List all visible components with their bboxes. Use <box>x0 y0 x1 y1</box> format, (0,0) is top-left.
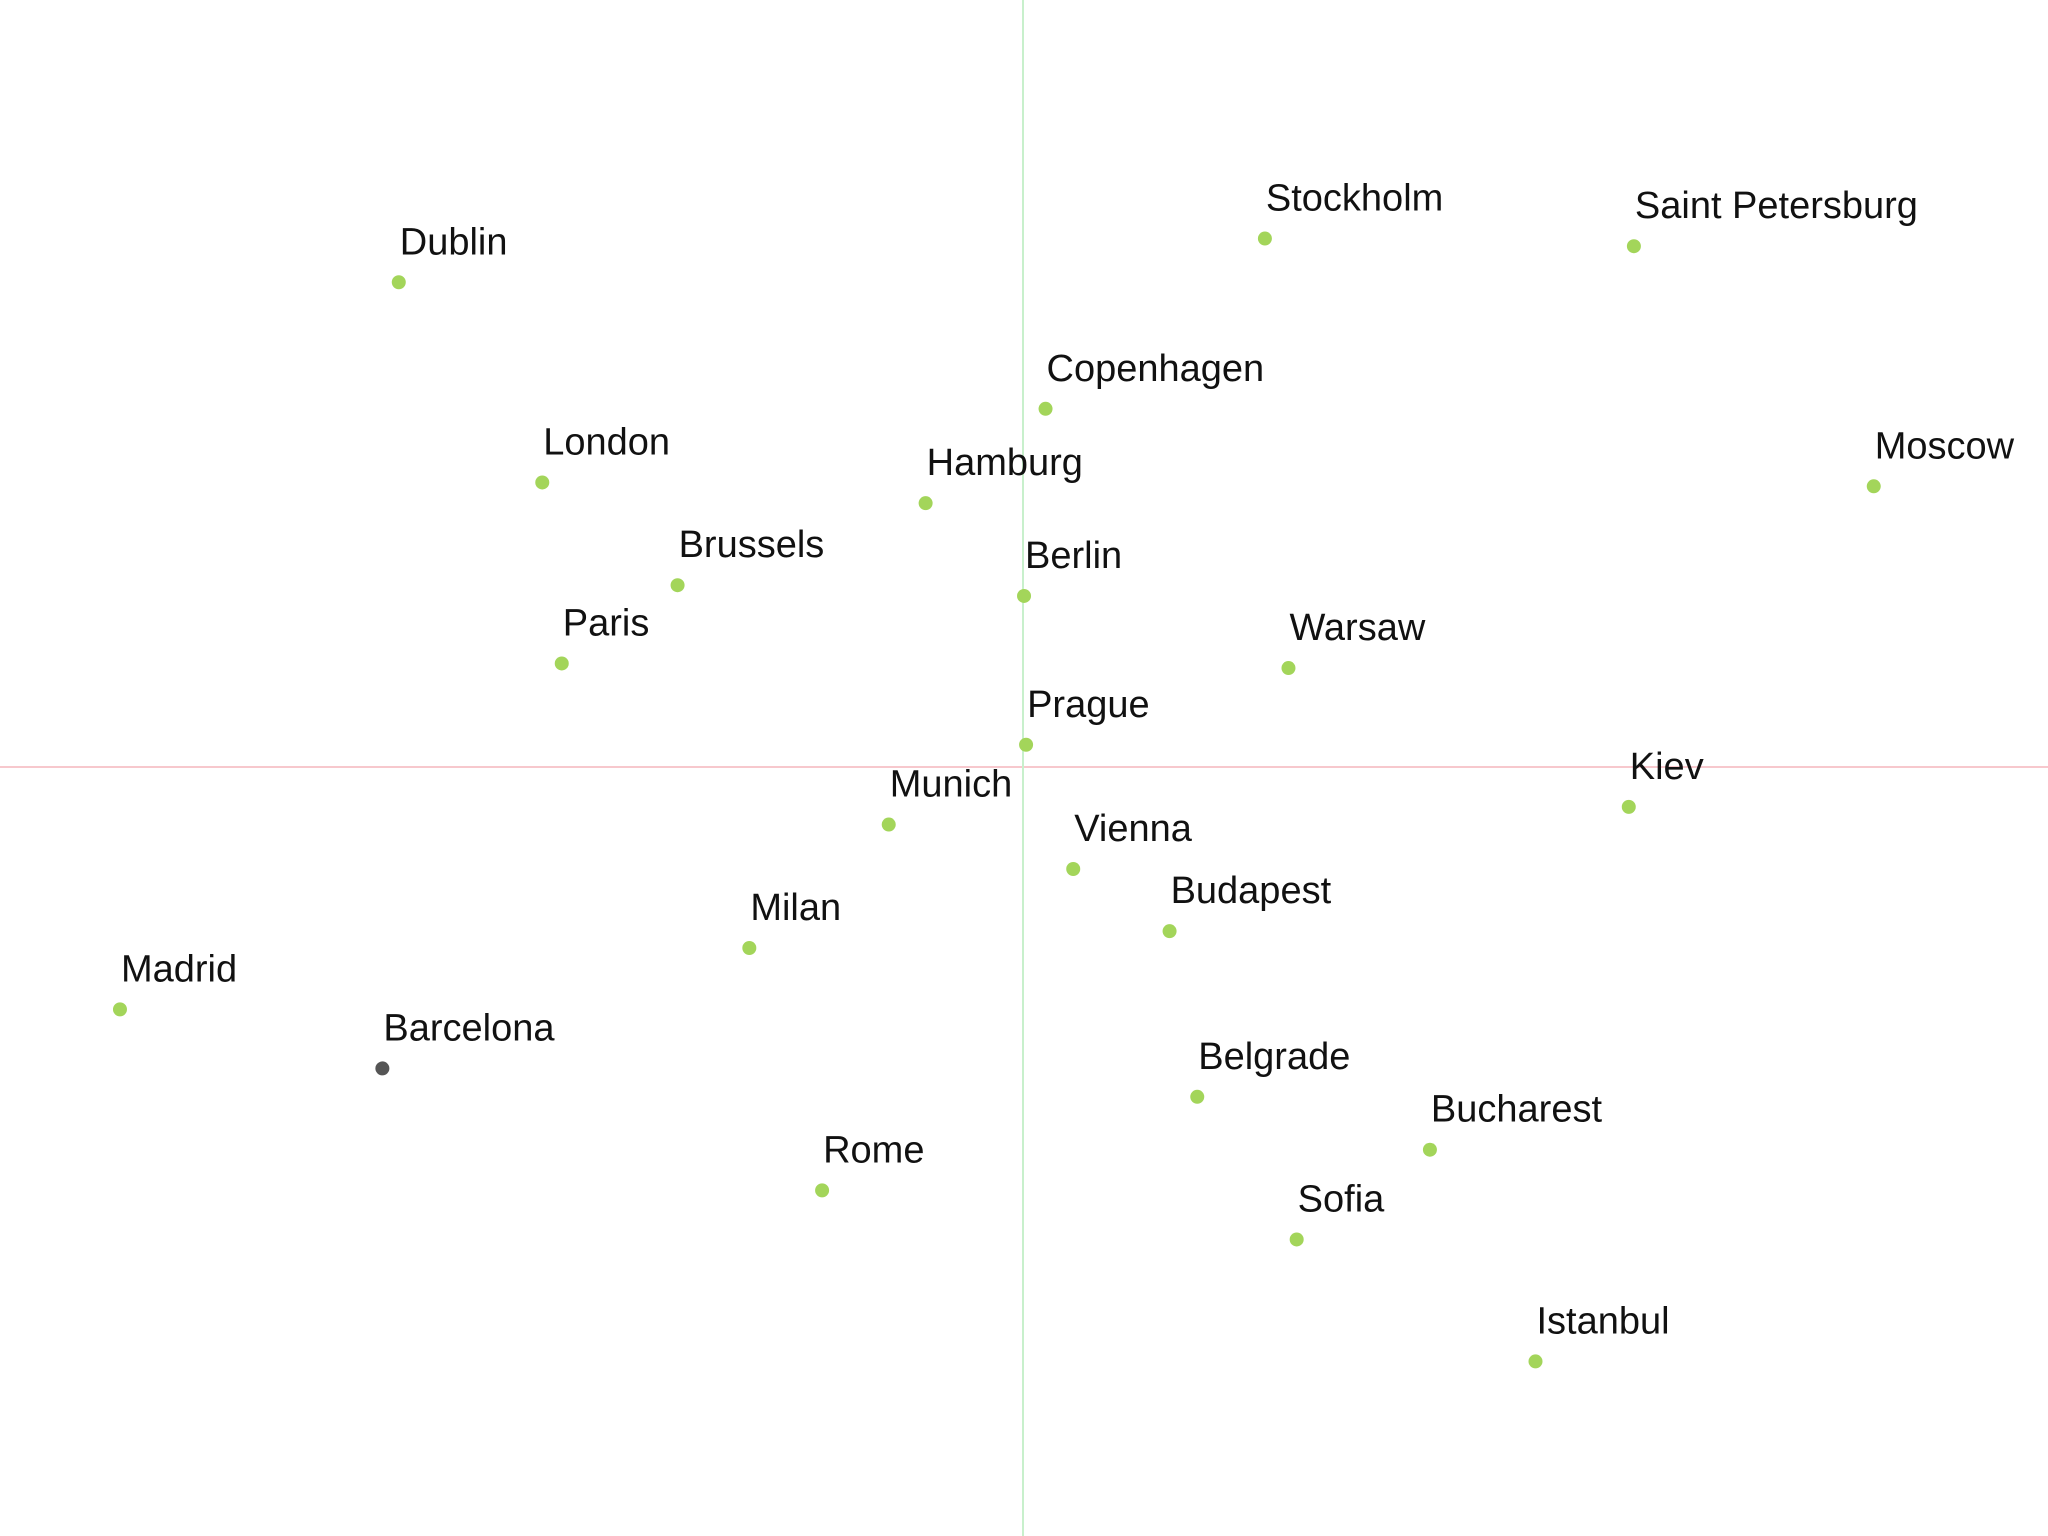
label-prague: Prague <box>1027 684 1150 726</box>
points-layer <box>112 231 1881 1369</box>
label-berlin: Berlin <box>1025 535 1122 577</box>
label-warsaw: Warsaw <box>1289 607 1425 649</box>
label-copenhagen: Copenhagen <box>1047 348 1265 390</box>
point-sofia <box>1289 1232 1304 1247</box>
label-dublin: Dublin <box>400 221 508 263</box>
point-london <box>535 475 550 490</box>
point-madrid <box>112 1002 127 1017</box>
label-rome: Rome <box>823 1129 924 1171</box>
point-warsaw <box>1281 661 1296 676</box>
point-moscow <box>1866 479 1881 494</box>
label-london: London <box>543 421 670 463</box>
point-hamburg <box>918 496 933 511</box>
label-bucharest: Bucharest <box>1431 1089 1603 1131</box>
point-milan <box>742 941 757 956</box>
label-hamburg: Hamburg <box>927 442 1083 484</box>
point-munich <box>881 817 896 832</box>
label-milan: Milan <box>750 887 841 929</box>
point-stockholm <box>1257 231 1272 246</box>
label-stockholm: Stockholm <box>1266 178 1443 220</box>
label-munich: Munich <box>890 764 1013 806</box>
labels-layer: Dublin London Brussels Paris Hamburg Copenhag… <box>121 178 2015 1343</box>
label-brussels: Brussels <box>679 524 825 566</box>
label-budapest: Budapest <box>1171 870 1332 912</box>
point-saint-petersburg <box>1626 239 1641 254</box>
point-copenhagen <box>1038 401 1053 416</box>
point-rome <box>815 1183 830 1198</box>
point-belgrade <box>1190 1089 1205 1104</box>
point-kiev <box>1621 799 1636 814</box>
label-kiev: Kiev <box>1630 746 1704 788</box>
label-sofia: Sofia <box>1298 1178 1385 1220</box>
label-barcelona: Barcelona <box>383 1007 555 1049</box>
point-istanbul <box>1528 1354 1543 1369</box>
point-vienna <box>1066 862 1081 877</box>
label-paris: Paris <box>563 602 650 644</box>
point-prague <box>1019 737 1034 752</box>
point-budapest <box>1162 924 1177 939</box>
label-moscow: Moscow <box>1875 425 2015 467</box>
point-dublin <box>391 275 406 290</box>
label-saint-petersburg: Saint Petersburg <box>1635 185 1918 227</box>
point-paris <box>554 656 569 671</box>
label-madrid: Madrid <box>121 948 237 990</box>
point-berlin <box>1017 588 1032 603</box>
point-barcelona <box>375 1061 390 1076</box>
point-bucharest <box>1422 1142 1437 1157</box>
label-vienna: Vienna <box>1074 808 1193 850</box>
label-belgrade: Belgrade <box>1198 1036 1350 1078</box>
point-brussels <box>670 578 685 593</box>
label-istanbul: Istanbul <box>1537 1300 1670 1342</box>
